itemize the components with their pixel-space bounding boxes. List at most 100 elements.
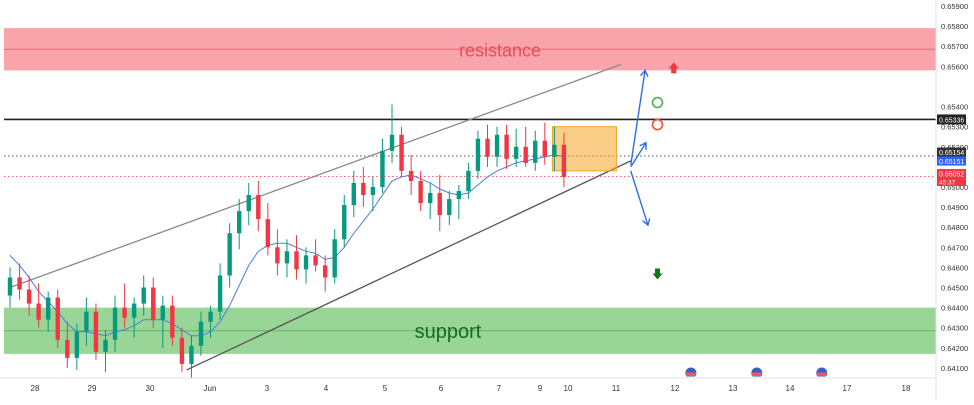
y-tick-label: 0.65600 — [941, 62, 968, 71]
event-flag-stripe — [685, 372, 696, 376]
candle-body — [322, 265, 328, 278]
price-badge — [937, 114, 966, 125]
y-tick-label: 0.64500 — [941, 284, 968, 293]
x-tick-label: 7 — [497, 384, 502, 393]
candle-body — [313, 255, 318, 266]
candle-body — [466, 170, 471, 192]
scenario-arrow-bounce — [630, 142, 647, 168]
candle-body — [84, 311, 89, 332]
candle-body — [246, 195, 251, 212]
y-tick-label: 0.64300 — [941, 324, 968, 333]
y-tick-label: 0.65700 — [941, 42, 968, 51]
y-tick-label: 0.64200 — [941, 344, 968, 353]
support-arrow-down-icon — [652, 268, 663, 280]
price-axis-bg — [936, 0, 974, 400]
price-badge — [937, 169, 966, 187]
candle-body — [342, 205, 347, 240]
x-tick-label: 5 — [383, 384, 388, 393]
candle-body — [198, 321, 204, 346]
y-tick-label: 0.65200 — [941, 143, 968, 152]
y-tick-label: 0.64900 — [941, 203, 968, 212]
candle-body — [533, 140, 538, 163]
candle-body — [237, 211, 242, 234]
candle-body — [93, 311, 99, 352]
candle-body — [284, 251, 290, 264]
y-tick-label: 0.64400 — [941, 304, 968, 313]
x-tick-label: 3 — [265, 384, 270, 393]
candle-body — [294, 251, 299, 270]
x-tick-label: 6 — [439, 384, 444, 393]
x-tick-label: 29 — [88, 384, 97, 393]
y-tick-label: 0.65300 — [941, 123, 968, 132]
event-flag-stripe — [751, 372, 762, 376]
target-circle-red — [651, 118, 664, 131]
candle-body — [275, 247, 280, 264]
price-badge-label: 0.65052 — [939, 172, 964, 179]
candle-body — [303, 255, 309, 270]
x-tick-label: 18 — [902, 384, 911, 393]
channel-lower-line — [186, 160, 632, 371]
candle-body — [447, 199, 452, 216]
y-tick-label: 0.65900 — [941, 2, 968, 11]
y-tick-label: 0.64600 — [941, 263, 968, 272]
y-tick-label: 0.65400 — [941, 103, 968, 112]
price-badge-label: 0.65336 — [939, 117, 964, 124]
price-badge — [937, 156, 966, 166]
candle-body — [208, 311, 213, 322]
candle-body — [494, 134, 500, 157]
scenario-arrowhead-up — [639, 69, 649, 78]
y-tick-label: 0.65800 — [941, 22, 968, 31]
candle-body — [7, 277, 13, 296]
candle-body — [189, 345, 194, 364]
candle-body — [170, 305, 175, 338]
candle-body — [112, 307, 118, 340]
candle-body — [561, 144, 567, 177]
candle-body — [46, 297, 51, 320]
candle-body — [399, 134, 404, 171]
target-circle-green — [651, 96, 664, 109]
x-tick-label: 10 — [564, 384, 573, 393]
candle-body — [160, 305, 165, 320]
x-tick-label: 17 — [843, 384, 852, 393]
candle-body — [151, 287, 156, 320]
event-flag-stripe — [685, 376, 696, 378]
candle-body — [332, 239, 337, 278]
candle-body — [389, 134, 395, 151]
candle-body — [437, 193, 442, 216]
candle-body — [552, 144, 557, 157]
x-tick-label: 11 — [612, 384, 621, 393]
candle-body — [351, 182, 356, 206]
candle-body — [74, 331, 80, 358]
candle-body — [475, 138, 481, 171]
candle-body — [17, 277, 22, 290]
event-flag-stripe — [816, 376, 827, 378]
candle-body — [513, 146, 519, 159]
candle-body — [227, 233, 232, 276]
candle-body — [361, 182, 366, 196]
x-tick-label: 12 — [671, 384, 680, 393]
x-tick-label: Jun — [204, 384, 217, 393]
candle-body — [256, 195, 261, 220]
resistance-label: resistance — [459, 40, 541, 60]
candle-body — [217, 275, 223, 312]
event-flag-stripe — [751, 376, 762, 378]
support-label: support — [415, 321, 482, 343]
candle-body — [542, 140, 547, 157]
price-badge-countdown: 45:37 — [939, 180, 956, 187]
candle-body — [122, 307, 127, 318]
y-tick-label: 0.64100 — [941, 364, 968, 373]
x-tick-label: 30 — [146, 384, 155, 393]
candle-body — [428, 193, 433, 204]
y-tick-label: 0.65000 — [941, 183, 968, 192]
candle-body — [103, 339, 108, 352]
x-tick-label: 13 — [729, 384, 738, 393]
candle-body — [523, 146, 528, 163]
candle-body — [55, 297, 60, 340]
candle-body — [131, 303, 137, 318]
scenario-arrow-up — [630, 70, 646, 165]
candle-body — [380, 150, 385, 187]
price-badge — [937, 147, 966, 157]
candle-body — [370, 186, 376, 196]
